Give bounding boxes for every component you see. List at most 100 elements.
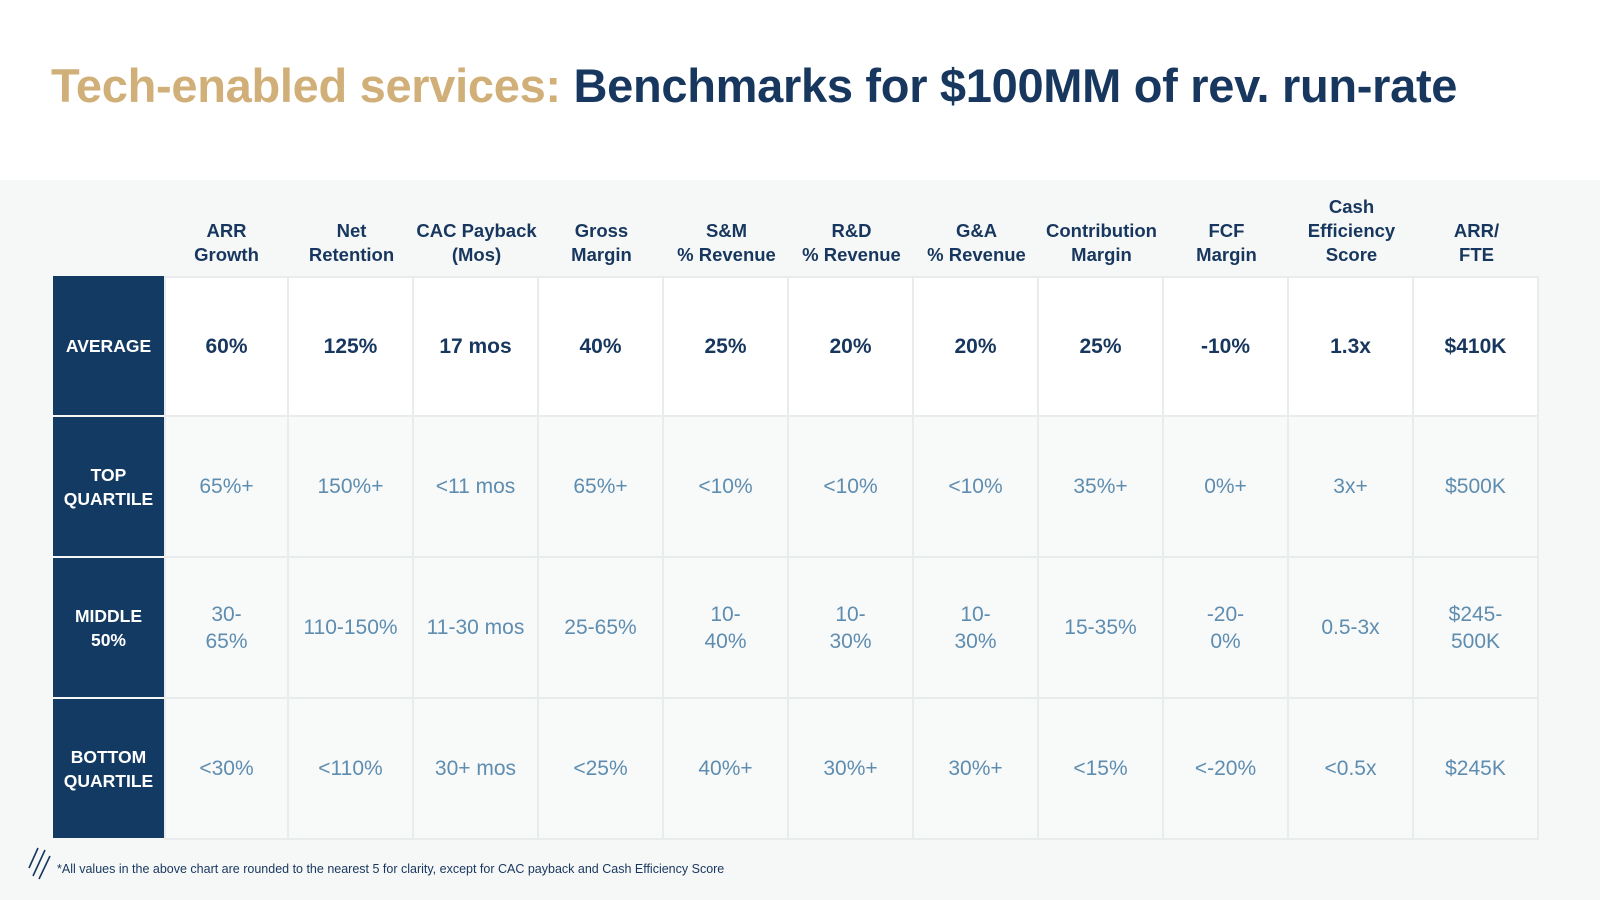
cell-value: 11-30 mos [426, 616, 525, 639]
cell-value: 15-35% [1064, 616, 1137, 639]
diagonal-stripes-logo-icon [28, 847, 51, 880]
table-cell: 65%+ [164, 417, 289, 558]
cell-value: 3x+ [1333, 475, 1368, 498]
cell-value: 10- 30% [954, 602, 997, 653]
column-header: G&A % Revenue [914, 195, 1039, 273]
column-header-label: G&A % Revenue [927, 220, 1026, 265]
table-cell: <10% [914, 417, 1039, 558]
table-cell: $245- 500K [1414, 558, 1539, 699]
column-header: R&D % Revenue [789, 195, 914, 273]
table-cell: 30%+ [914, 699, 1039, 840]
table-cell: <30% [164, 699, 289, 840]
table-cell: 40% [539, 276, 664, 417]
table-cell: 3x+ [1289, 417, 1414, 558]
footnote: *All values in the above chart are round… [57, 862, 725, 876]
row-label-text: AVERAGE [65, 335, 152, 356]
table-cell: 35%+ [1039, 417, 1164, 558]
column-header: Contribution Margin [1039, 195, 1164, 273]
column-header-label: S&M % Revenue [677, 220, 776, 265]
row-label-text: TOP QUARTILE [63, 464, 154, 509]
table-cell: 20% [914, 276, 1039, 417]
table-cell: 30%+ [789, 699, 914, 840]
table-cell: 1.3x [1289, 276, 1414, 417]
table-cell: 0.5-3x [1289, 558, 1414, 699]
column-header-label: FCF Margin [1196, 220, 1257, 265]
column-header: Cash Efficiency Score [1289, 195, 1414, 273]
table-cell: 17 mos [414, 276, 539, 417]
table-cell: <10% [664, 417, 789, 558]
table-cell: 0%+ [1164, 417, 1289, 558]
cell-value: -10% [1200, 335, 1251, 358]
cell-value: 40%+ [698, 757, 753, 780]
cell-value: <25% [573, 757, 628, 780]
cell-value: 30- 65% [205, 602, 248, 653]
cell-value: 20% [829, 335, 872, 358]
table-cell: 30- 65% [164, 558, 289, 699]
row-label-text: BOTTOM QUARTILE [63, 746, 154, 791]
cell-value: <10% [823, 475, 878, 498]
cell-value: $245- 500K [1448, 602, 1503, 653]
cell-value: 30%+ [823, 757, 878, 780]
table-cell: 10- 30% [914, 558, 1039, 699]
table-cell: 110-150% [289, 558, 414, 699]
column-header: ARR/ FTE [1414, 195, 1539, 273]
cell-value: <-20% [1194, 757, 1257, 780]
table-cell: -20- 0% [1164, 558, 1289, 699]
column-header: Net Retention [289, 195, 414, 273]
cell-value: 0%+ [1204, 475, 1247, 498]
cell-value: 65%+ [199, 475, 254, 498]
table-cell: -10% [1164, 276, 1289, 417]
cell-value: 150%+ [317, 475, 384, 498]
table-cell: 65%+ [539, 417, 664, 558]
cell-value: <10% [948, 475, 1003, 498]
table-cell: $410K [1414, 276, 1539, 417]
column-header: ARR Growth [164, 195, 289, 273]
table-cell: <-20% [1164, 699, 1289, 840]
cell-value: 40% [579, 335, 622, 358]
cell-value: <15% [1073, 757, 1128, 780]
cell-value: <110% [318, 757, 383, 780]
column-header: CAC Payback (Mos) [414, 195, 539, 273]
table-cell: 11-30 mos [414, 558, 539, 699]
table-cell: 60% [164, 276, 289, 417]
cell-value: 1.3x [1330, 335, 1371, 358]
table-cell: <11 mos [414, 417, 539, 558]
table-cell: $500K [1414, 417, 1539, 558]
cell-value: -20- 0% [1206, 602, 1245, 653]
column-header-label: ARR/ FTE [1453, 220, 1500, 265]
cell-value: 10- 40% [704, 602, 747, 653]
cell-value: 25% [704, 335, 747, 358]
table-cell: 20% [789, 276, 914, 417]
column-header-label: R&D % Revenue [802, 220, 901, 265]
title-main: Benchmarks for $100MM of rev. run-rate [573, 59, 1458, 112]
table-cell: 125% [289, 276, 414, 417]
table-cell: <10% [789, 417, 914, 558]
cell-value: 0.5-3x [1321, 616, 1380, 639]
column-header-label: CAC Payback (Mos) [416, 220, 537, 265]
table-cell: 30+ mos [414, 699, 539, 840]
column-header: S&M % Revenue [664, 195, 789, 273]
column-header-label: Cash Efficiency Score [1307, 196, 1396, 265]
cell-value: <0.5x [1324, 757, 1377, 780]
cell-value: $500K [1445, 475, 1506, 498]
cell-value: 65%+ [573, 475, 628, 498]
cell-value: 17 mos [439, 335, 512, 358]
cell-value: <30% [199, 757, 254, 780]
cell-value: 20% [954, 335, 997, 358]
cell-value: 30%+ [948, 757, 1003, 780]
column-header-label: ARR Growth [194, 220, 259, 265]
table-cell: 25% [1039, 276, 1164, 417]
column-header-label: Gross Margin [571, 220, 632, 265]
column-header-label: Contribution Margin [1046, 220, 1157, 265]
row-label: TOP QUARTILE [53, 417, 164, 558]
column-header: Gross Margin [539, 195, 664, 273]
table-cell: 25% [664, 276, 789, 417]
cell-value: 30+ mos [434, 757, 517, 780]
cell-value: 110-150% [303, 616, 398, 639]
table-cell: 40%+ [664, 699, 789, 840]
cell-value: $245K [1445, 757, 1506, 780]
cell-value: 35%+ [1073, 475, 1128, 498]
cell-value: 10- 30% [829, 602, 872, 653]
table-cell: 25-65% [539, 558, 664, 699]
cell-value: <11 mos [435, 475, 516, 498]
